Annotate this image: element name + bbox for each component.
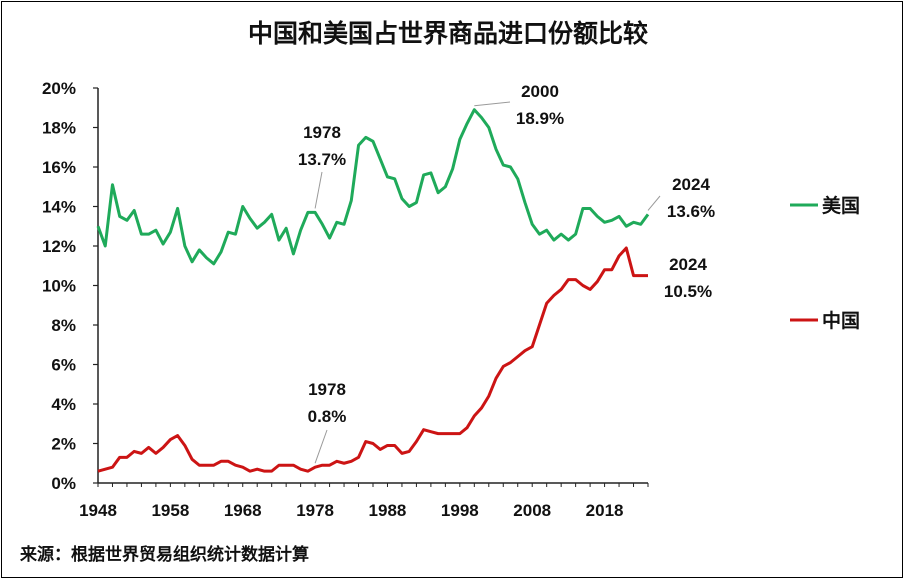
y-tick-label: 18% [42,119,76,138]
x-tick-label: 1968 [224,501,262,520]
y-tick-label: 6% [51,356,76,375]
leader-line-cn-1978 [314,429,328,464]
series-line-cn [97,246,648,473]
y-tick-label: 14% [42,198,76,217]
legend: 美国 中国 [790,194,860,332]
x-tick-label: 1988 [369,501,407,520]
y-tick-label: 16% [42,158,76,177]
y-tick-label: 20% [42,79,76,98]
leader-line-us-1978 [314,171,323,209]
x-tick-label: 2018 [586,501,624,520]
legend-label-us: 美国 [822,194,860,217]
y-tick-label: 8% [51,316,76,335]
series-line-us [96,108,650,266]
x-ticks: 1948 1958 1968 1978 1988 1998 2008 2018 [79,483,649,520]
leader-line-us-2024 [647,195,661,211]
x-tick-label: 1958 [151,501,189,520]
annotation-us-1978-year: 1978 [303,123,341,142]
legend-label-cn: 中国 [822,309,860,332]
annotation-cn-2024-value: 10.5% [664,282,712,301]
y-tick-label: 4% [51,395,76,414]
x-tick-label: 1998 [441,501,479,520]
annotation-cn-1978-value: 0.8% [308,407,347,426]
series-layer [96,108,650,473]
x-tick-label: 1948 [79,501,117,520]
annotation-cn-1978-year: 1978 [308,380,346,399]
leader-line-us-2000 [474,101,511,107]
y-ticks: 0% 2% 4% 6% 8% 10% 12% 14% 16% 18% 20% [42,79,98,493]
y-tick-label: 10% [42,277,76,296]
annotation-us-2000-value: 18.9% [516,109,564,128]
x-tick-label: 1978 [296,501,334,520]
y-tick-label: 0% [51,474,76,493]
y-tick-label: 12% [42,237,76,256]
x-tick-label: 2008 [513,501,551,520]
annotation-us-2024-year: 2024 [672,175,710,194]
annotation-us-2024-value: 13.6% [667,202,715,221]
source-note: 来源：根据世界贸易组织统计数据计算 [19,544,309,565]
chart-title: 中国和美国占世界商品进口份额比较 [248,19,648,48]
annotation-cn-2024-year: 2024 [669,255,707,274]
annotation-us-1978-value: 13.7% [298,150,346,169]
y-tick-label: 2% [51,435,76,454]
annotation-us-2000-year: 2000 [521,82,559,101]
